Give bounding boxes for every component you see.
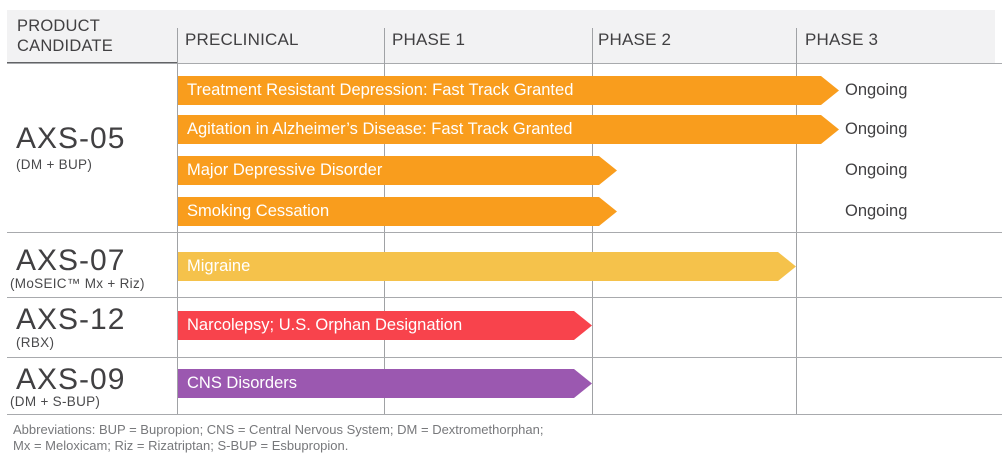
column-header-phase3: PHASE 3: [805, 30, 879, 49]
table-header-background: [7, 10, 995, 63]
pipeline-bar-narcolepsy: Narcolepsy; U.S. Orphan Designation: [178, 311, 592, 340]
pipeline-bar-smoking-cessation: Smoking Cessation: [178, 197, 617, 226]
product-candidate-column-header: PRODUCT CANDIDATE: [17, 17, 113, 55]
product-name-axs09: AXS-09: [16, 363, 126, 396]
product-subtitle-axs05: (DM + BUP): [16, 157, 93, 172]
status-label-ongoing-smoking: Ongoing: [845, 202, 908, 220]
pipeline-bar-migraine: Migraine: [178, 252, 796, 281]
pipeline-bar-cns-disorders: CNS Disorders: [178, 369, 592, 398]
gridline-preclinical: [177, 28, 178, 414]
abbreviations-footnote-line1: Abbreviations: BUP = Bupropion; CNS = Ce…: [13, 422, 544, 437]
product-subtitle-axs12: (RBX): [16, 335, 55, 350]
status-label-ongoing-mdd: Ongoing: [845, 161, 908, 179]
status-label-ongoing-agitation: Ongoing: [845, 120, 908, 138]
table-bottom-line: [7, 414, 1002, 415]
row-divider-axs05-axs07: [7, 232, 1002, 233]
status-label-ongoing-trd: Ongoing: [845, 81, 908, 99]
pipeline-bar-agitation: Agitation in Alzheimer’s Disease: Fast T…: [178, 115, 839, 144]
column-header-phase2: PHASE 2: [598, 30, 672, 49]
product-subtitle-axs07: (MoSEIC™ Mx + Riz): [10, 276, 145, 291]
header-underline: [7, 63, 1002, 64]
abbreviations-footnote-line2: Mx = Meloxicam; Riz = Rizatriptan; S-BUP…: [13, 438, 349, 453]
gridline-phase3: [796, 28, 797, 414]
row-divider-axs07-axs12: [7, 297, 1002, 298]
pipeline-bar-mdd: Major Depressive Disorder: [178, 156, 617, 185]
product-name-axs05: AXS-05: [16, 122, 126, 155]
row-divider-axs12-axs09: [7, 357, 1002, 358]
column-header-phase1: PHASE 1: [392, 30, 466, 49]
product-name-axs07: AXS-07: [16, 244, 126, 277]
product-name-axs12: AXS-12: [16, 303, 126, 336]
pipeline-bar-trd: Treatment Resistant Depression: Fast Tra…: [178, 76, 839, 105]
column-header-preclinical: PRECLINICAL: [185, 30, 299, 49]
product-subtitle-axs09: (DM + S-BUP): [10, 394, 101, 409]
